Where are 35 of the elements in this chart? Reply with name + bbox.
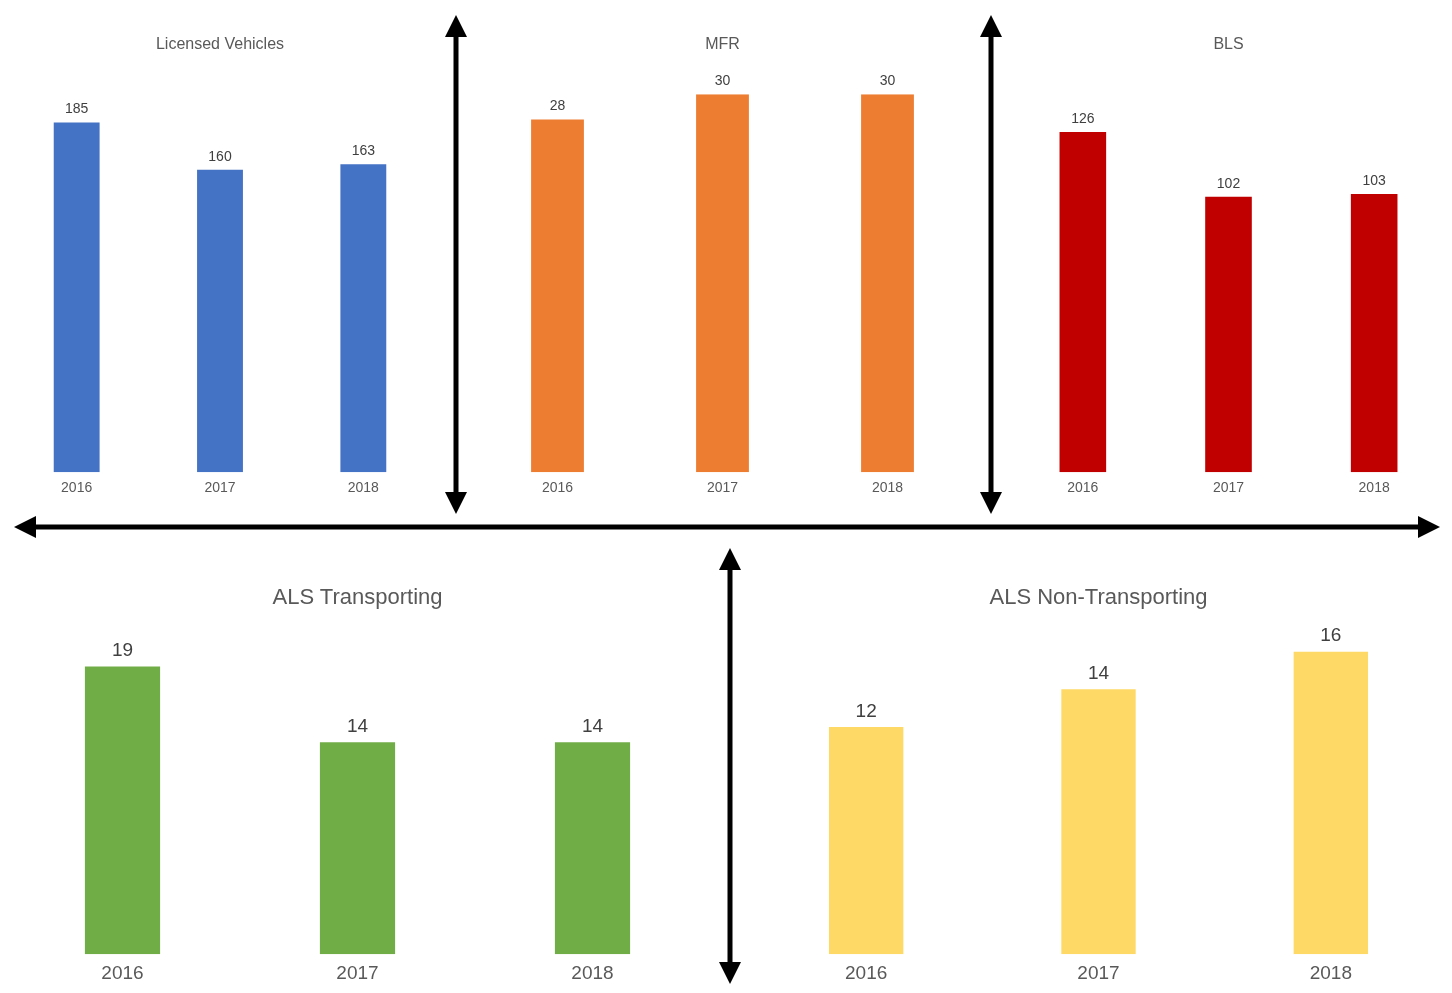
data-label: 14 [581,714,604,736]
chart-title: BLS [1213,35,1244,53]
x-tick-label: 2017 [336,961,379,983]
data-label: 14 [346,714,369,736]
data-label: 126 [1071,109,1095,126]
x-tick-label: 2016 [1067,479,1099,496]
chart-title: Licensed Vehicles [155,35,285,53]
data-label: 102 [1216,174,1241,191]
data-label: 103 [1362,171,1387,188]
data-label: 28 [549,97,566,114]
chart-title: ALS Non-Transporting [989,584,1208,610]
x-tick-label: 2018 [347,479,380,496]
x-tick-label: 2016 [61,479,93,496]
x-tick-label: 2018 [1309,961,1352,983]
data-label: 163 [351,141,376,158]
x-tick-label: 2017 [204,479,236,496]
data-label: 185 [64,100,89,117]
x-tick-label: 2016 [845,961,888,983]
x-tick-label: 2018 [571,961,614,983]
chart-title: ALS Transporting [272,584,443,610]
data-label: 160 [208,147,232,164]
data-label: 30 [879,72,896,89]
x-tick-label: 2016 [101,961,144,983]
data-label: 12 [855,699,877,721]
x-tick-label: 2017 [1077,961,1120,983]
x-tick-label: 2018 [1358,479,1390,496]
x-tick-label: 2018 [871,479,904,496]
data-label: 16 [1320,624,1342,646]
chart-title: MFR [705,35,740,53]
data-label: 19 [111,639,134,661]
x-tick-label: 2017 [706,479,739,496]
data-label: 30 [714,72,731,89]
x-tick-label: 2016 [541,479,574,496]
data-label: 14 [1087,661,1110,683]
x-tick-label: 2017 [1212,479,1245,496]
